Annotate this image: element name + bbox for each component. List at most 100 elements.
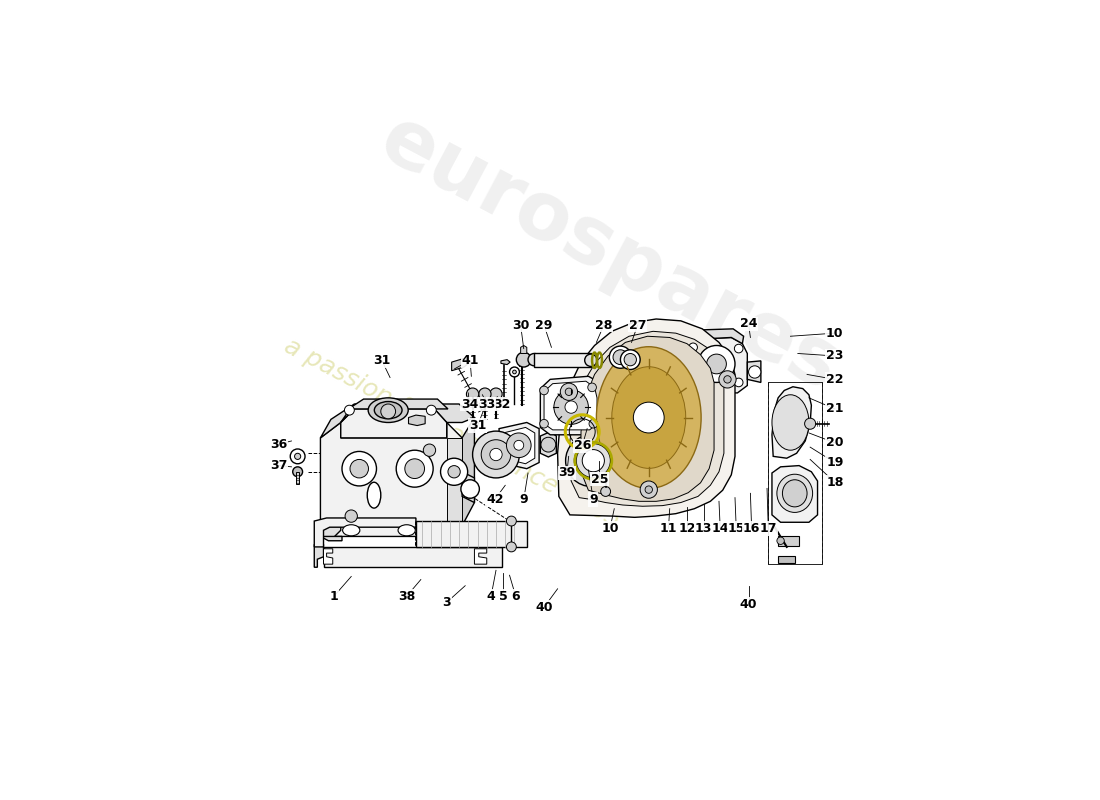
Bar [778,555,795,563]
Circle shape [350,459,368,478]
Polygon shape [434,537,462,541]
Ellipse shape [342,525,360,536]
Circle shape [345,510,358,522]
Circle shape [574,443,608,478]
Circle shape [478,388,491,400]
Polygon shape [416,521,527,547]
Text: 27: 27 [629,318,647,332]
Polygon shape [772,386,812,458]
Circle shape [706,354,726,374]
Circle shape [481,440,510,470]
Circle shape [540,419,548,428]
Polygon shape [320,521,341,538]
Polygon shape [447,438,462,521]
Polygon shape [504,427,535,464]
Text: 15: 15 [727,522,745,535]
Polygon shape [520,346,527,354]
Text: 40: 40 [740,598,757,610]
Text: 41: 41 [461,354,478,367]
Polygon shape [474,549,486,564]
Circle shape [634,402,664,433]
Circle shape [560,383,578,401]
Circle shape [735,344,743,353]
Text: 3: 3 [442,596,451,609]
Text: 16: 16 [742,522,760,535]
Circle shape [613,350,628,365]
Text: 20: 20 [826,436,844,450]
Text: 17: 17 [759,522,777,535]
Circle shape [554,390,588,424]
Polygon shape [341,409,447,438]
Text: 9: 9 [519,493,528,506]
Bar [778,536,799,546]
Text: a passion for parts since 1985: a passion for parts since 1985 [280,334,625,532]
Ellipse shape [374,402,401,418]
Circle shape [565,434,617,486]
Circle shape [396,450,433,487]
Circle shape [290,449,305,464]
Polygon shape [341,409,447,438]
Text: 32: 32 [494,398,510,410]
Circle shape [381,404,396,418]
Circle shape [689,378,697,386]
Text: 5: 5 [499,590,508,602]
Polygon shape [558,319,735,518]
Circle shape [719,370,736,388]
Polygon shape [772,466,817,522]
Polygon shape [747,361,761,382]
Circle shape [777,537,784,545]
Polygon shape [462,418,474,522]
Ellipse shape [596,346,701,488]
Polygon shape [323,549,332,564]
Circle shape [640,481,658,498]
Circle shape [342,451,376,486]
Circle shape [565,401,578,414]
Text: 31: 31 [469,419,486,432]
Polygon shape [581,336,714,502]
Ellipse shape [398,525,416,536]
Polygon shape [320,404,474,438]
Text: 40: 40 [536,601,553,614]
Circle shape [624,354,637,366]
Text: 26: 26 [573,439,591,452]
Text: 1: 1 [330,590,339,602]
Circle shape [584,454,598,468]
Text: 28: 28 [595,318,613,332]
Circle shape [540,386,548,394]
Text: 12: 12 [679,522,695,535]
Circle shape [427,406,437,415]
Ellipse shape [772,394,808,450]
Circle shape [587,383,596,392]
Ellipse shape [367,482,381,508]
Polygon shape [499,422,539,469]
Circle shape [461,480,480,498]
Polygon shape [408,415,425,426]
Circle shape [440,458,467,486]
Text: 29: 29 [536,318,552,332]
Circle shape [506,516,516,526]
Circle shape [490,388,503,400]
Polygon shape [462,472,474,502]
Text: 21: 21 [826,402,844,415]
Circle shape [541,438,556,452]
Circle shape [405,459,425,478]
Ellipse shape [612,366,685,468]
Text: 10: 10 [602,522,618,535]
Circle shape [620,350,640,370]
Polygon shape [315,545,323,567]
Circle shape [724,376,732,383]
Polygon shape [570,331,724,506]
Circle shape [424,444,436,456]
Bar [535,354,591,367]
Text: 19: 19 [826,456,844,469]
Text: 23: 23 [826,350,844,362]
Polygon shape [323,547,502,567]
Text: 4: 4 [486,590,495,602]
Text: 24: 24 [740,318,757,330]
Text: 39: 39 [558,466,575,479]
Circle shape [293,467,303,477]
Circle shape [490,448,503,461]
Ellipse shape [528,354,540,366]
Polygon shape [428,527,447,537]
Circle shape [804,418,816,430]
